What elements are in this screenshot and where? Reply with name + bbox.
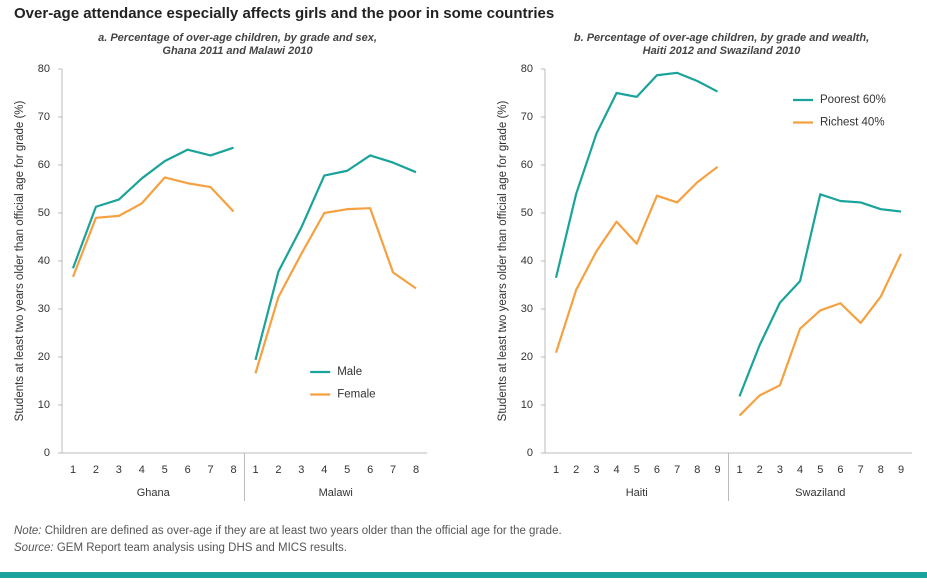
panel-subtitle: Ghana 2011 and Malawi 2010 [162, 45, 313, 57]
y-tick-label: 0 [527, 447, 533, 459]
x-tick-label: 1 [736, 464, 742, 476]
legend-label: Poorest 60% [820, 94, 886, 106]
x-tick-label: 6 [837, 464, 843, 476]
y-tick-label: 70 [38, 111, 50, 123]
series-line [71, 146, 234, 269]
series-line [554, 71, 719, 279]
series-line [71, 176, 235, 278]
panel-title: a. Percentage of over-age children, by g… [98, 32, 377, 44]
y-tick-label: 70 [521, 111, 533, 123]
x-tick-label: 5 [162, 464, 168, 476]
panel-title: b. Percentage of over-age children, by g… [574, 32, 869, 44]
y-tick-label: 40 [521, 255, 533, 267]
x-tick-label: 7 [858, 464, 864, 476]
group-label: Swaziland [795, 487, 845, 499]
x-tick-label: 5 [344, 464, 350, 476]
y-tick-label: 10 [38, 399, 50, 411]
series-line [254, 207, 417, 374]
group-label: Ghana [137, 487, 171, 499]
x-tick-label: 4 [139, 464, 145, 476]
x-tick-label: 7 [390, 464, 396, 476]
x-tick-label: 2 [275, 464, 281, 476]
x-tick-label: 3 [298, 464, 304, 476]
y-tick-label: 80 [38, 63, 50, 75]
y-tick-label: 40 [38, 255, 50, 267]
x-tick-label: 3 [593, 464, 599, 476]
main-title: Over-age attendance especially affects g… [14, 5, 554, 22]
y-tick-label: 60 [38, 159, 50, 171]
group-label: Malawi [319, 487, 353, 499]
y-axis-label: Students at least two years older than o… [497, 100, 509, 421]
x-tick-label: 4 [797, 464, 803, 476]
x-tick-label: 6 [185, 464, 191, 476]
y-tick-label: 60 [521, 159, 533, 171]
x-tick-label: 9 [898, 464, 904, 476]
x-tick-label: 2 [93, 464, 99, 476]
legend-label: Richest 40% [820, 117, 885, 129]
y-tick-label: 20 [38, 351, 50, 363]
source-text: GEM Report team analysis using DHS and M… [57, 542, 347, 554]
source: Source: GEM Report team analysis using D… [14, 542, 347, 554]
y-axis-label: Students at least two years older than o… [14, 100, 26, 421]
y-tick-label: 50 [521, 207, 533, 219]
x-tick-label: 7 [208, 464, 214, 476]
series-line [254, 154, 417, 361]
legend-label: Female [337, 389, 375, 401]
x-tick-label: 1 [252, 464, 258, 476]
x-tick-label: 5 [817, 464, 823, 476]
note-text: Children are defined as over-age if they… [45, 525, 562, 537]
y-tick-label: 50 [38, 207, 50, 219]
x-tick-label: 9 [714, 464, 720, 476]
footer-bar [0, 572, 927, 578]
series-line [738, 253, 902, 417]
x-tick-label: 4 [614, 464, 620, 476]
x-tick-label: 4 [321, 464, 327, 476]
x-tick-label: 7 [674, 464, 680, 476]
note-label: Note: [14, 525, 42, 537]
x-tick-label: 1 [70, 464, 76, 476]
x-tick-label: 3 [777, 464, 783, 476]
group-label: Haiti [626, 487, 648, 499]
y-tick-label: 0 [44, 447, 50, 459]
note: Note: Children are defined as over-age i… [14, 525, 562, 537]
legend-label: Male [337, 366, 362, 378]
x-tick-label: 1 [553, 464, 559, 476]
y-tick-label: 80 [521, 63, 533, 75]
y-tick-label: 10 [521, 399, 533, 411]
y-tick-label: 20 [521, 351, 533, 363]
series-line [554, 166, 719, 354]
y-tick-label: 30 [38, 303, 50, 315]
y-tick-label: 30 [521, 303, 533, 315]
x-tick-label: 8 [230, 464, 236, 476]
x-tick-label: 8 [694, 464, 700, 476]
x-tick-label: 8 [413, 464, 419, 476]
source-label: Source: [14, 542, 54, 554]
x-tick-label: 6 [367, 464, 373, 476]
x-tick-label: 3 [116, 464, 122, 476]
x-tick-label: 2 [757, 464, 763, 476]
x-tick-label: 6 [654, 464, 660, 476]
x-tick-label: 8 [878, 464, 884, 476]
panel-subtitle: Haiti 2012 and Swaziland 2010 [643, 45, 802, 57]
series-line [738, 193, 902, 397]
x-tick-label: 5 [634, 464, 640, 476]
x-tick-label: 2 [573, 464, 579, 476]
